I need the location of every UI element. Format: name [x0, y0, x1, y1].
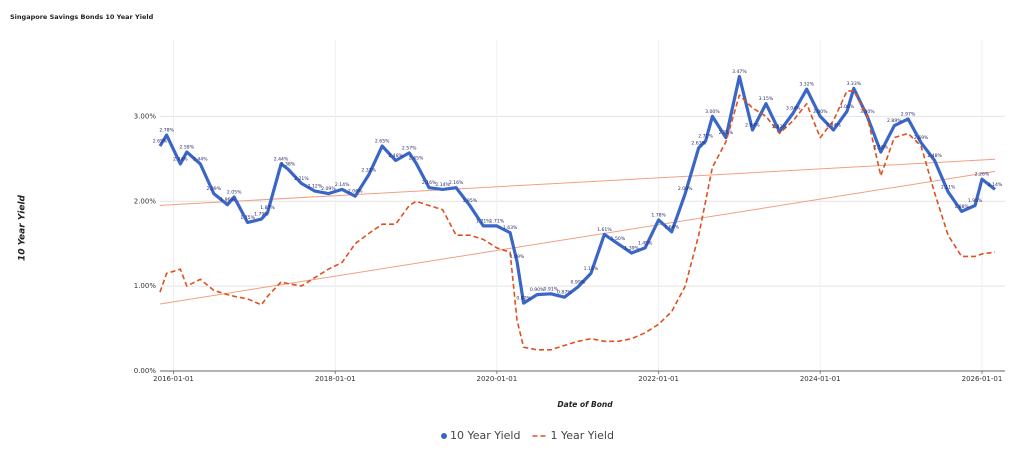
- data-label: 2.38%: [281, 162, 296, 168]
- data-label: 2.11%: [941, 184, 956, 190]
- data-label: 2.09%: [206, 186, 221, 192]
- data-label: 1.88%: [954, 204, 969, 210]
- data-label: 3.33%: [847, 81, 862, 87]
- data-label: 2.65%: [375, 139, 390, 145]
- legend-item: 10 Year Yield: [441, 429, 520, 442]
- data-label: 3.00%: [860, 109, 875, 115]
- data-label: 2.31%: [361, 167, 376, 173]
- data-label: 0.87%: [557, 290, 572, 296]
- data-label: 3.47%: [732, 69, 747, 75]
- data-label: 3.06%: [840, 104, 855, 110]
- data-label: 2.48%: [388, 153, 403, 159]
- data-label: 2.48%: [927, 153, 942, 159]
- data-label: 2.44%: [193, 156, 208, 162]
- data-label: 3.04%: [786, 105, 801, 111]
- data-label: 2.65%: [153, 139, 168, 145]
- data-label: 1.63%: [503, 225, 518, 231]
- data-label: 1.15%: [584, 266, 599, 272]
- x-tick-label: 2026-01-01: [962, 375, 1003, 383]
- x-tick-label: 2022-01-01: [638, 375, 679, 383]
- data-label: 2.58%: [179, 145, 194, 151]
- y-tick-label: 0.00%: [134, 367, 157, 375]
- data-label: 0.90%: [530, 287, 545, 293]
- data-label: 1.45%: [638, 240, 653, 246]
- trendline: [159, 170, 996, 305]
- data-label: 3.15%: [759, 96, 774, 102]
- y-tick-label: 2.00%: [134, 197, 157, 205]
- data-label: 3.00%: [813, 109, 828, 115]
- data-label: 2.63%: [691, 140, 706, 146]
- data-label: 2.82%: [772, 124, 787, 130]
- legend-label: 10 Year Yield: [450, 429, 520, 442]
- data-label: 2.45%: [409, 156, 424, 162]
- data-label: 2.16%: [422, 180, 437, 186]
- data-label: 3.32%: [799, 82, 814, 88]
- x-tick-label: 2020-01-01: [477, 375, 518, 383]
- data-label: 1.79%: [254, 212, 269, 218]
- data-label: 1.87%: [260, 205, 275, 211]
- x-tick-label: 2018-01-01: [315, 375, 356, 383]
- data-label: 0.99%: [571, 279, 586, 285]
- data-label: 2.58%: [874, 145, 889, 151]
- data-label: 3.00%: [705, 109, 720, 115]
- data-label: 2.44%: [274, 156, 289, 162]
- data-label: 0.91%: [544, 286, 559, 292]
- data-label: 2.78%: [159, 128, 174, 134]
- y-tick-label: 3.00%: [134, 112, 157, 120]
- data-label: 1.78%: [651, 212, 666, 218]
- data-label: 2.16%: [449, 180, 464, 186]
- data-label: 2.06%: [348, 189, 363, 195]
- data-label: 1.29%: [510, 254, 525, 260]
- x-tick-label: 2024-01-01: [800, 375, 841, 383]
- data-label: 2.14%: [335, 182, 350, 188]
- data-label: 2.21%: [294, 176, 309, 182]
- data-label: 2.89%: [887, 118, 902, 124]
- legend-label: 1 Year Yield: [550, 429, 613, 442]
- data-label: 2.84%: [826, 122, 841, 128]
- data-label: 2.12%: [308, 184, 323, 190]
- x-axis-label: Date of Bond: [557, 400, 613, 409]
- data-label: 1.71%: [476, 218, 491, 224]
- data-label: 2.14%: [988, 182, 1003, 188]
- data-label: 1.95%: [968, 198, 983, 204]
- data-label: 2.97%: [901, 111, 916, 117]
- data-label: 2.09%: [678, 186, 693, 192]
- y-axis-label: 10 Year Yield: [18, 194, 28, 261]
- data-label: 2.69%: [914, 135, 929, 141]
- data-label: 2.57%: [402, 145, 417, 151]
- trendline: [159, 158, 996, 206]
- data-label: 2.26%: [975, 172, 990, 178]
- legend-item: 1 Year Yield: [532, 429, 614, 442]
- data-label: 1.95%: [463, 198, 478, 204]
- data-label: 2.14%: [435, 182, 450, 188]
- data-label: 1.96%: [220, 197, 235, 203]
- data-label: 2.44%: [173, 156, 188, 162]
- data-label: 1.39%: [624, 246, 639, 252]
- data-label: 2.09%: [321, 186, 336, 192]
- data-label: 1.64%: [664, 224, 679, 230]
- data-label: 1.50%: [611, 236, 626, 242]
- legend-swatch: [441, 433, 447, 439]
- line-series: [158, 74, 996, 305]
- y-tick-label: 1.00%: [134, 282, 157, 290]
- line-series: [159, 90, 996, 351]
- data-label: 1.71%: [490, 218, 505, 224]
- chart-title: Singapore Savings Bonds 10 Year Yield: [10, 13, 154, 21]
- data-label: 1.75%: [240, 215, 255, 221]
- data-label: 2.75%: [719, 130, 734, 136]
- data-label: 2.05%: [227, 190, 242, 196]
- data-label: 2.84%: [745, 122, 760, 128]
- data-label: 0.80%: [516, 296, 531, 302]
- data-label: 1.61%: [597, 227, 612, 233]
- x-tick-label: 2016-01-01: [153, 375, 194, 383]
- data-label: 2.71%: [698, 133, 713, 139]
